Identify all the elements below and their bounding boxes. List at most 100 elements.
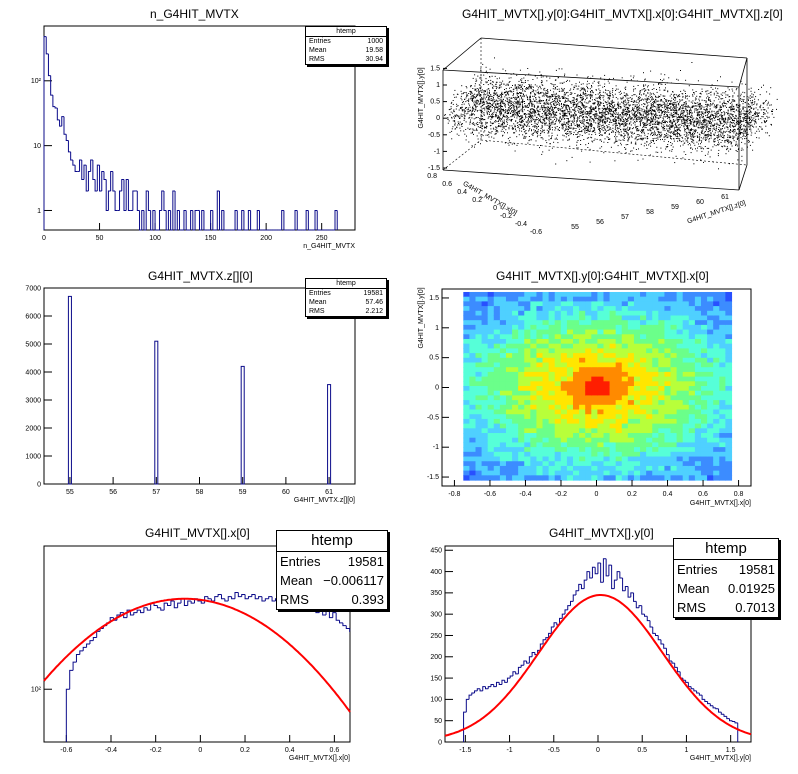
histogram-bin xyxy=(630,592,634,598)
y-tick-label: 450 xyxy=(430,548,442,555)
y-tick-label: 4000 xyxy=(25,369,41,376)
y-tick-label: 7000 xyxy=(25,285,41,292)
histogram-bin xyxy=(624,585,629,591)
histogram-bin xyxy=(110,170,113,191)
x-tick-label: 1.5 xyxy=(726,747,736,754)
stats-label: RMS xyxy=(309,56,325,63)
stats-label: Mean xyxy=(677,581,710,596)
panel-n-g4hit-mvtx: n_G4HIT_MVTX 0 50 100 150 200 250 1 10 10² n_G4HI… xyxy=(0,0,399,258)
histogram-bin xyxy=(183,209,187,230)
histogram-bin xyxy=(734,721,738,724)
histogram-bin xyxy=(693,688,697,692)
stats-box: htemp Entries 19581 Mean 0.01925 RMS 0.7013 xyxy=(673,538,779,618)
histogram-bin xyxy=(600,563,604,583)
x-axis-label: G4HIT_MVTX[].x[0] xyxy=(462,180,518,217)
histogram-bin xyxy=(674,663,678,668)
y-tick-label: 0.5 xyxy=(429,355,439,362)
x-tick-label: 0.8 xyxy=(427,173,437,180)
gaussian-fit-line xyxy=(43,597,351,713)
stats-title: htemp xyxy=(277,531,387,552)
histogram-bin xyxy=(638,605,642,608)
y-tick-label: 10 xyxy=(33,143,41,150)
histogram-bin xyxy=(564,609,568,615)
histogram-bin xyxy=(325,609,330,616)
panel-title: G4HIT_MVTX[].y[0]:G4HIT_MVTX[].x[0] xyxy=(496,269,709,283)
histogram-bin xyxy=(305,209,309,230)
x-axis-label: G4HIT_MVTX[].y[0] xyxy=(690,755,751,762)
stats-label: Entries xyxy=(280,554,321,569)
histogram-bin xyxy=(67,295,72,485)
histogram-bin xyxy=(281,209,284,230)
histogram-bin xyxy=(96,630,101,638)
histogram-bin xyxy=(61,116,64,127)
histogram-bin xyxy=(704,699,708,703)
x-tick-label: -1.5 xyxy=(459,747,471,754)
histogram-bin xyxy=(123,179,127,211)
histogram-bin xyxy=(156,605,161,609)
histogram-bin xyxy=(327,384,332,485)
histogram-bin xyxy=(718,708,722,713)
y-tick-label: 50 xyxy=(434,718,442,725)
histogram-bin xyxy=(241,594,246,597)
y-axis-label: G4HIT_MVTX[].y[0] xyxy=(418,67,425,128)
x-tick-label: 56 xyxy=(109,489,117,496)
x-tick-label: 150 xyxy=(205,235,217,242)
histogram-bin xyxy=(542,639,546,644)
histogram-bin xyxy=(216,190,220,230)
stats-row: Mean 0.01925 xyxy=(674,579,778,598)
x-tick-label: 0.2 xyxy=(627,491,637,498)
cube-edge xyxy=(738,164,748,191)
histogram-bin xyxy=(179,210,182,231)
histogram-bin xyxy=(633,592,637,602)
x-tick-label: 50 xyxy=(96,235,104,242)
histogram-bin xyxy=(715,707,719,710)
histogram-bin xyxy=(665,648,670,656)
histogram-bin xyxy=(119,190,122,211)
histogram-bin xyxy=(654,633,659,636)
histogram-bin xyxy=(47,53,51,77)
scatter-points xyxy=(444,57,778,170)
histogram-bin xyxy=(468,694,472,700)
x-tick-label: 0 xyxy=(42,235,46,242)
stats-value: 57.46 xyxy=(365,299,383,306)
x-tick-label: 0.8 xyxy=(734,491,744,498)
histogram-bin xyxy=(170,210,173,231)
histogram-bin xyxy=(199,210,202,231)
histogram-bin xyxy=(240,365,245,485)
histogram-bin xyxy=(247,596,252,599)
histogram-bin xyxy=(707,701,711,705)
stats-row: RMS 0.393 xyxy=(277,590,387,609)
panel-y-histogram: G4HIT_MVTX[].y[0] -1.5 -1 -0.5 0 0.5 1 1.5 0 50 1… xyxy=(399,516,798,774)
histogram-bin xyxy=(185,210,189,231)
histogram-bin xyxy=(258,210,262,231)
histogram-bin xyxy=(237,592,242,598)
histogram-bin xyxy=(663,644,667,649)
histogram-bin xyxy=(561,613,566,619)
x-tick-label: -0.6 xyxy=(60,747,72,754)
histogram-bin xyxy=(605,558,609,577)
x-tick-label: 0.2 xyxy=(472,197,482,204)
histogram-bin xyxy=(644,614,648,617)
histogram-bin xyxy=(506,677,511,683)
histogram-bin xyxy=(194,209,198,230)
y-tick-label: 0.5 xyxy=(430,99,440,106)
histogram-bin xyxy=(261,596,266,602)
cube-edge xyxy=(442,139,482,171)
chart-3d-scatter: -1.5 -1 -0.5 0 0.5 1 1.5 G4HIT_MVTX[].y[0] 0.8 0.… xyxy=(418,37,778,236)
stats-value: 0.393 xyxy=(351,592,384,607)
histogram-bin xyxy=(682,678,686,681)
y-tick-label: -0.5 xyxy=(428,132,440,139)
histogram-bin xyxy=(234,209,238,230)
stats-row: RMS 0.7013 xyxy=(674,598,778,617)
plot-frame xyxy=(43,545,351,743)
histogram-bin xyxy=(236,210,240,231)
histogram-bin xyxy=(145,190,149,230)
heatmap-cells xyxy=(463,291,733,481)
histogram-bin xyxy=(192,210,196,231)
y-tick-label: 100 xyxy=(430,697,442,704)
histogram-bin xyxy=(114,190,118,211)
stats-row: Mean 19.58 xyxy=(306,46,386,55)
histogram-bin xyxy=(107,190,111,211)
stats-row: Entries 19581 xyxy=(277,552,387,571)
panel-title: G4HIT_MVTX[].x[0] xyxy=(145,526,250,540)
